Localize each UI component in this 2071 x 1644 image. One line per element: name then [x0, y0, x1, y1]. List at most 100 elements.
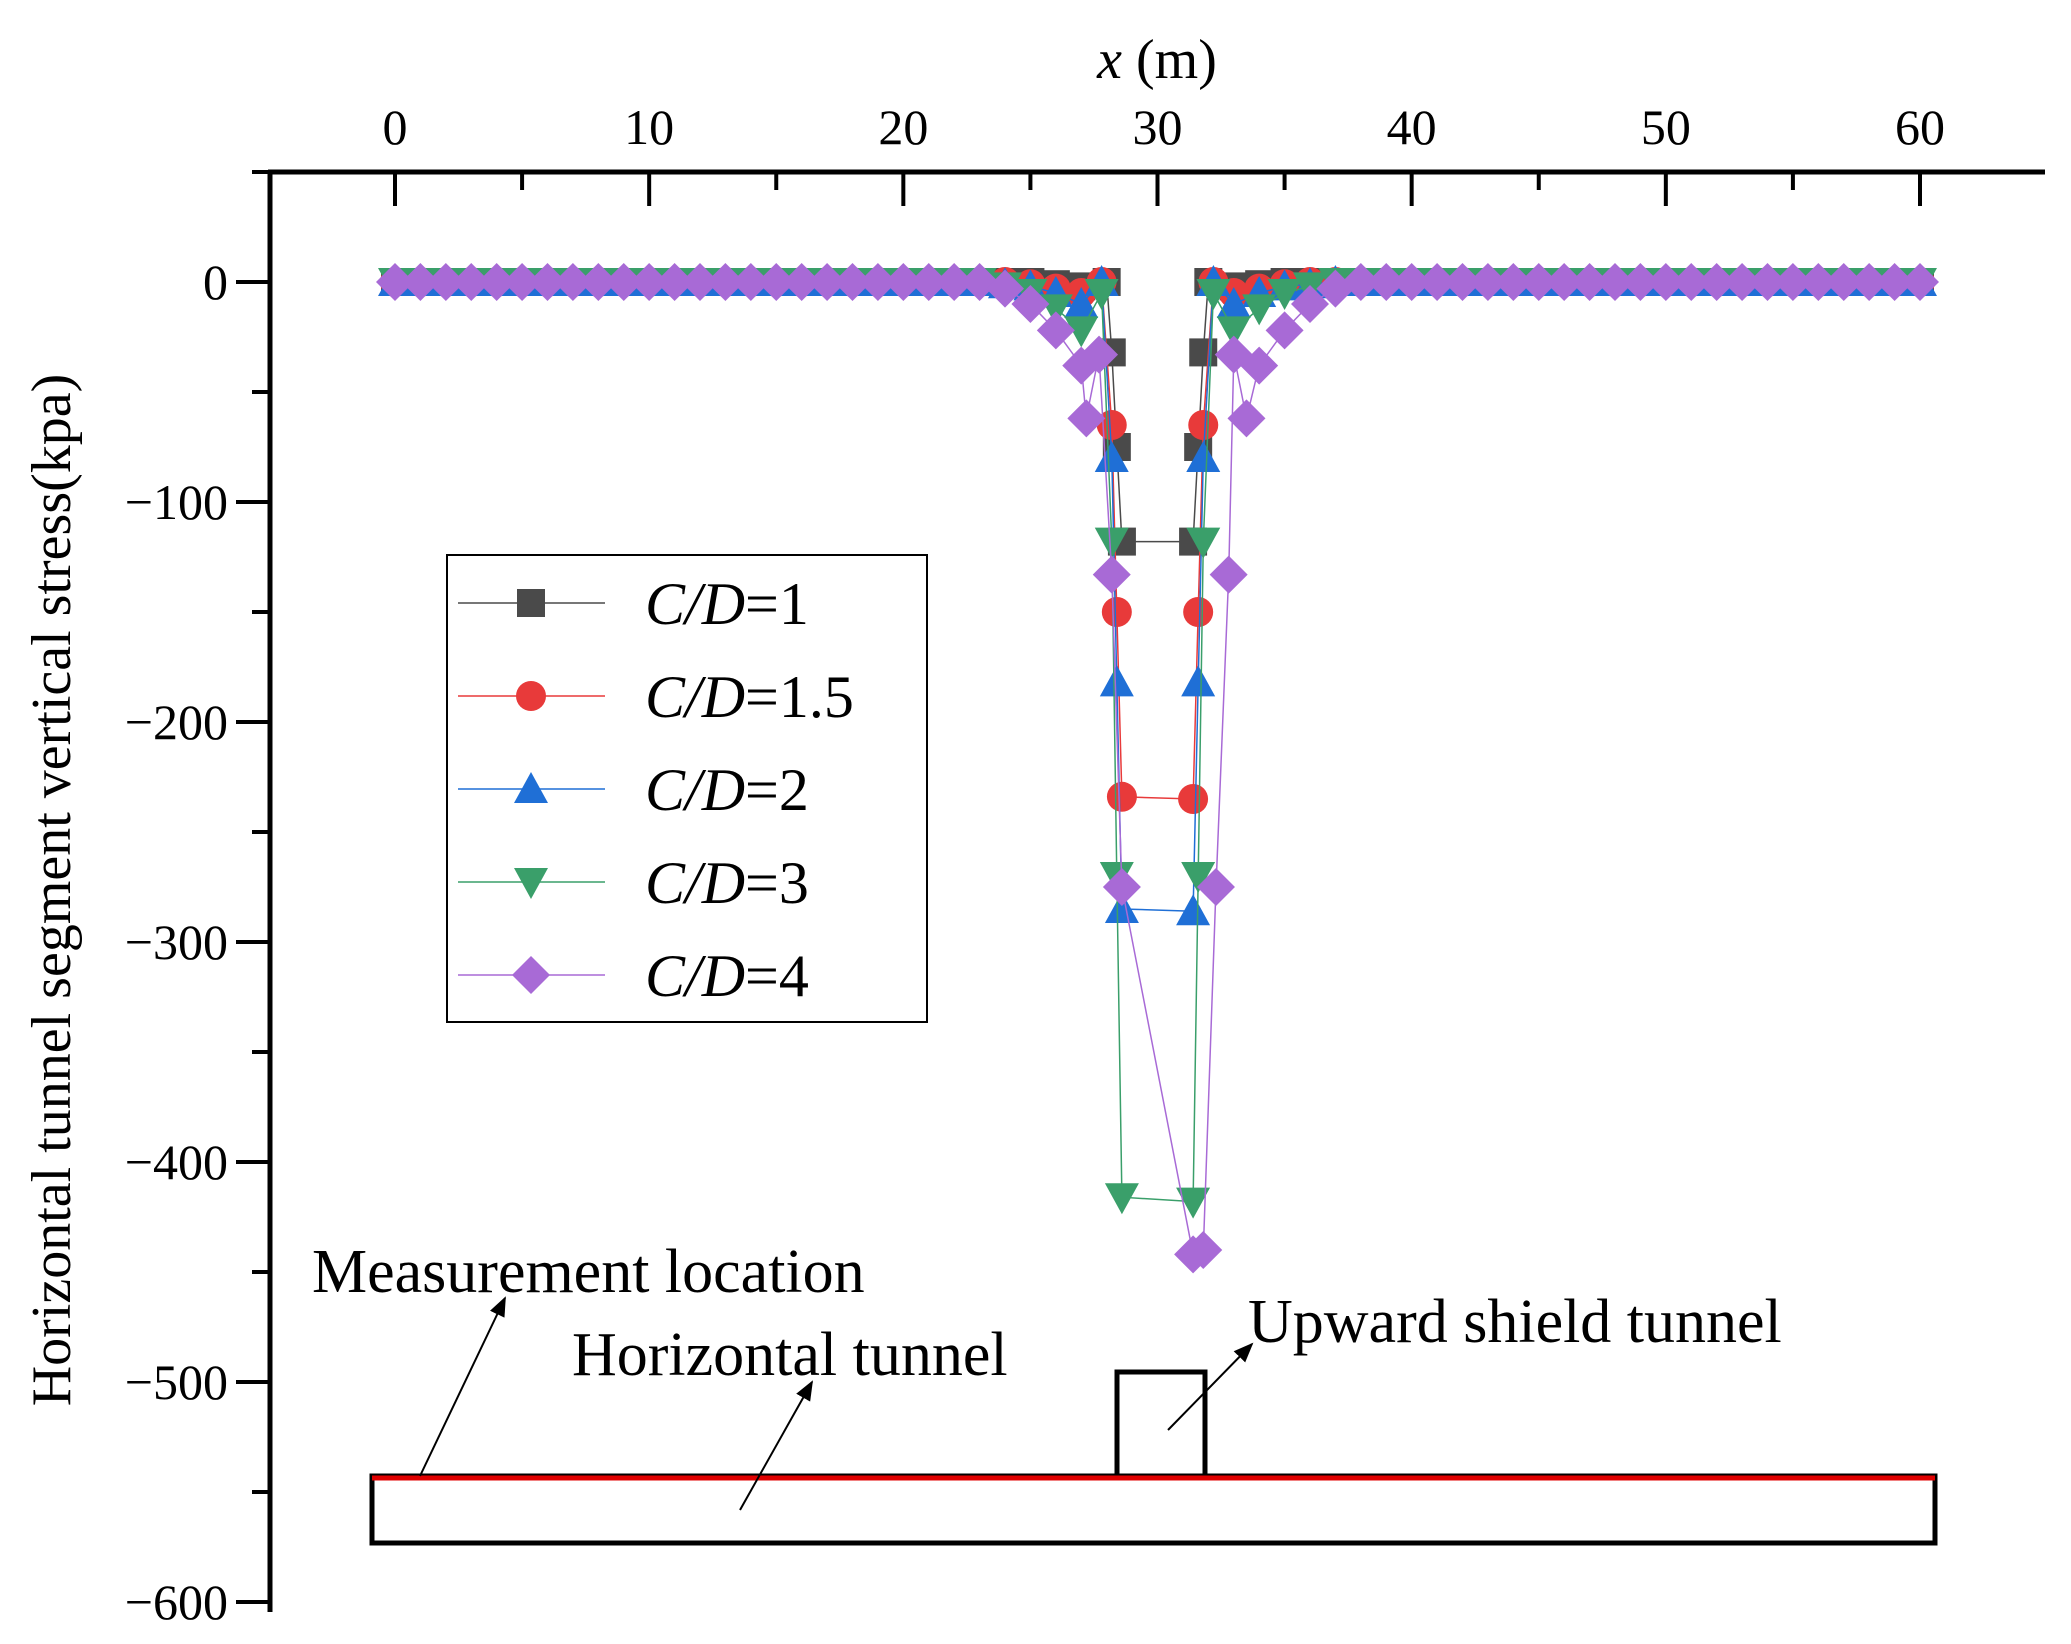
shield-tunnel-arrow — [1167, 1342, 1254, 1431]
tunnel-diagram: Measurement location Horizontal tunnel Upw… — [312, 1238, 1938, 1546]
y-tick-label: −400 — [125, 1134, 228, 1190]
data-point — [604, 263, 643, 301]
legend-label-var: C/D — [645, 757, 745, 823]
data-point — [1067, 399, 1106, 438]
data-point — [1341, 263, 1380, 301]
data-point — [757, 263, 796, 301]
data-point — [1418, 263, 1457, 301]
data-point — [808, 263, 847, 301]
data-point — [1104, 892, 1139, 923]
data-point — [1443, 263, 1482, 301]
data-point — [1209, 555, 1248, 594]
data-point — [1468, 263, 1507, 301]
data-point — [1240, 346, 1279, 385]
data-point — [1189, 338, 1218, 367]
legend-label-var: C/D — [645, 571, 745, 637]
data-point — [1216, 316, 1251, 348]
data-point — [503, 263, 542, 301]
data-point — [1697, 263, 1736, 301]
horizontal-tunnel-label: Horizontal tunnel — [572, 1321, 1008, 1389]
horizontal-tunnel-shape — [369, 1473, 1938, 1546]
data-point — [1104, 1183, 1139, 1215]
y-tick-label: −300 — [125, 914, 228, 970]
data-point — [1092, 555, 1131, 594]
legend: C/D=1C/D=1.5C/D=2C/D=3C/D=4 — [446, 554, 928, 1023]
data-point — [782, 263, 821, 301]
axis-titles: x (m) Horizontal tunnel segment vertical … — [21, 29, 1217, 1406]
x-tick-label: 30 — [1133, 99, 1183, 155]
data-point — [655, 263, 694, 301]
x-axis-unit: (m) — [1122, 29, 1217, 91]
data-point — [1094, 527, 1129, 559]
data-point — [1748, 263, 1787, 301]
data-point — [909, 263, 948, 301]
data-point — [1291, 285, 1329, 323]
data-point — [986, 269, 1024, 308]
data-point — [1596, 263, 1634, 301]
data-point — [579, 263, 618, 301]
data-point — [1102, 868, 1141, 906]
upward-shield-tunnel-label: Upward shield tunnel — [1248, 1288, 1782, 1356]
data-point — [706, 263, 745, 301]
data-point — [1094, 441, 1129, 472]
data-point — [1265, 311, 1304, 350]
data-point — [935, 263, 974, 301]
data-point — [1101, 597, 1132, 627]
legend-marker — [514, 772, 548, 803]
y-tick-label: −100 — [125, 474, 228, 530]
legend-label-val: =4 — [745, 943, 809, 1009]
x-tick-label: 40 — [1387, 99, 1437, 155]
data-point — [1392, 263, 1431, 301]
x-axis-title: x (m) — [1096, 29, 1217, 91]
legend-label: C/D=1.5 — [645, 664, 854, 730]
data-point — [1183, 597, 1214, 627]
x-tick-label: 0 — [383, 99, 408, 155]
data-point — [1646, 263, 1685, 301]
legend-marker — [512, 956, 550, 994]
legend-item: C/D=1.5 — [458, 664, 854, 730]
data-point — [401, 263, 440, 301]
data-point — [1799, 263, 1838, 301]
legend-label-val: =2 — [745, 757, 809, 823]
series-1 — [381, 268, 1934, 556]
data-point — [858, 263, 897, 301]
shield-tunnel-shape — [1114, 1369, 1208, 1479]
data-point — [833, 263, 872, 301]
legend-item: C/D=4 — [458, 943, 809, 1009]
legend-marker — [516, 681, 546, 711]
data-point — [1901, 263, 1939, 301]
legend-label: C/D=3 — [645, 850, 809, 916]
measurement-location-label: Measurement location — [312, 1238, 865, 1306]
data-point — [884, 263, 923, 301]
x-axis-var: x — [1096, 29, 1122, 91]
legend-label-val: =3 — [745, 850, 809, 916]
measurement-arrow — [419, 1296, 506, 1477]
legend-label-var: C/D — [645, 664, 745, 730]
data-point — [1196, 868, 1235, 906]
legend-label-val: =1 — [745, 571, 809, 637]
series-5 — [376, 263, 1939, 1274]
series-line — [395, 281, 1920, 543]
horizontal-tunnel-arrow — [739, 1380, 813, 1511]
y-tick-label: −200 — [125, 694, 228, 750]
data-point — [1184, 1231, 1223, 1269]
data-point — [1723, 263, 1762, 301]
data-point — [681, 263, 719, 301]
data-point — [731, 263, 770, 301]
legend-item: C/D=1 — [458, 571, 809, 637]
data-point — [1080, 335, 1119, 374]
data-point — [1011, 285, 1050, 323]
data-point — [1850, 263, 1889, 301]
data-point — [1196, 279, 1231, 310]
data-point — [426, 263, 465, 301]
legend-label-var: C/D — [645, 850, 745, 916]
data-point — [1216, 287, 1251, 318]
data-point — [1099, 665, 1134, 697]
data-point — [1875, 263, 1914, 301]
data-point — [1672, 263, 1711, 301]
data-point — [1181, 665, 1216, 697]
data-point — [1494, 263, 1533, 301]
data-point — [452, 263, 491, 301]
data-point — [1773, 263, 1812, 301]
data-point — [1186, 441, 1221, 472]
